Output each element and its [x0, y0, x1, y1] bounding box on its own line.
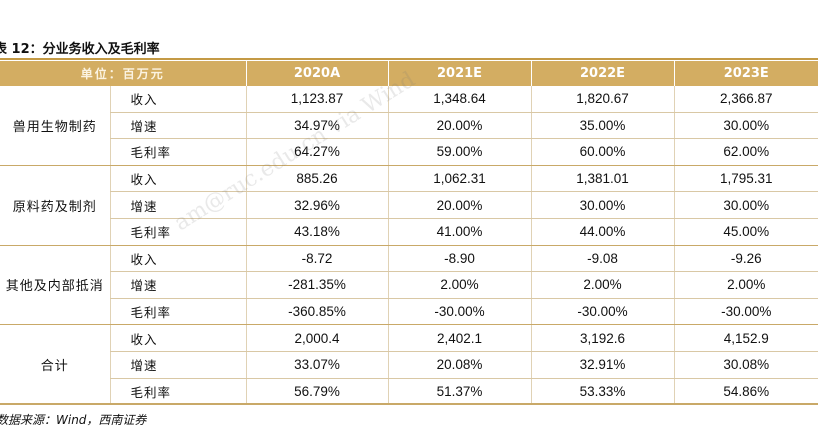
value-cell: 1,820.67 [530, 86, 675, 113]
segment-name-cell: 其他及内部抵消 [0, 245, 110, 326]
metric-label-cell: 增速 [109, 271, 247, 299]
value-cell: 1,348.64 [387, 86, 532, 113]
value-cell: 2,000.4 [245, 324, 389, 352]
table-row: 毛利率 56.79% 51.37% 53.33% 54.86% [0, 378, 819, 406]
value-cell: 51.37% [387, 378, 532, 406]
value-cell: 33.07% [245, 351, 389, 379]
value-cell: 2.00% [530, 271, 675, 299]
value-cell: 32.96% [245, 191, 389, 219]
value-cell: 64.27% [245, 138, 389, 166]
segment-revenue-table: 单位：百万元 2020A 2021E 2022E 2023E 兽用生物制药 收入 1… [0, 61, 819, 406]
value-cell: 59.00% [387, 138, 532, 166]
value-cell: 45.00% [673, 218, 819, 246]
value-cell: 20.00% [387, 191, 532, 219]
metric-label-cell: 增速 [109, 191, 247, 219]
metric-label-cell: 收入 [109, 245, 247, 273]
table-body: 兽用生物制药 收入 1,123.87 1,348.64 1,820.67 2,366.87… [0, 86, 819, 406]
value-cell: 1,381.01 [530, 165, 675, 193]
table-row: 增速 33.07% 20.08% 32.91% 30.08% [0, 351, 819, 379]
value-cell: 56.79% [245, 378, 389, 406]
metric-label-cell: 毛利率 [109, 378, 247, 406]
value-cell: 30.00% [673, 112, 819, 140]
caption-divider [0, 58, 818, 60]
metric-label-cell: 毛利率 [109, 298, 247, 326]
value-cell: 1,123.87 [245, 86, 389, 113]
table-row: 其他及内部抵消 收入 -8.72 -8.90 -9.08 -9.26 [0, 245, 819, 326]
value-cell: 1,062.31 [387, 165, 532, 193]
source-note: 数据来源：Wind，西南证券 [0, 413, 147, 427]
metric-label-cell: 收入 [109, 324, 247, 352]
value-cell: 20.00% [387, 112, 532, 140]
value-cell: 53.33% [530, 378, 675, 406]
year-header-2021e: 2021E [387, 61, 532, 86]
segment-name-cell: 原料药及制剂 [0, 165, 110, 246]
value-cell: -281.35% [245, 271, 389, 299]
value-cell: -9.26 [673, 245, 819, 273]
table-caption: 表 12：分业务收入及毛利率 [0, 42, 160, 57]
value-cell: 2.00% [387, 271, 532, 299]
value-cell: 60.00% [530, 138, 675, 166]
value-cell: 30.00% [673, 191, 819, 219]
table-row: 毛利率 43.18% 41.00% 44.00% 45.00% [0, 218, 819, 246]
value-cell: 43.18% [245, 218, 389, 246]
value-cell: 32.91% [530, 351, 675, 379]
value-cell: 1,795.31 [673, 165, 819, 193]
year-header-2023e: 2023E [673, 61, 819, 86]
value-cell: 2.00% [673, 271, 819, 299]
table-row: 增速 32.96% 20.00% 30.00% 30.00% [0, 191, 819, 219]
value-cell: 62.00% [673, 138, 819, 166]
table-bottom-rule [0, 403, 818, 404]
value-cell: 885.26 [245, 165, 389, 193]
value-cell: -8.72 [245, 245, 389, 273]
metric-label-cell: 收入 [109, 165, 247, 193]
unit-header: 单位：百万元 [0, 61, 247, 86]
table-row: 兽用生物制药 收入 1,123.87 1,348.64 1,820.67 2,366.87 [0, 86, 819, 166]
year-header-2022e: 2022E [530, 61, 675, 86]
year-header-2020a: 2020A [245, 61, 389, 86]
value-cell: 2,366.87 [673, 86, 819, 113]
metric-label-cell: 收入 [109, 86, 247, 113]
metric-label-cell: 增速 [109, 351, 247, 379]
value-cell: 4,152.9 [673, 324, 819, 352]
value-cell: -30.00% [530, 298, 675, 326]
value-cell: 34.97% [245, 112, 389, 140]
table-row: 原料药及制剂 收入 885.26 1,062.31 1,381.01 1,795.31 [0, 165, 819, 246]
value-cell: -30.00% [387, 298, 532, 326]
table-row: 增速 -281.35% 2.00% 2.00% 2.00% [0, 271, 819, 299]
value-cell: 44.00% [530, 218, 675, 246]
value-cell: 35.00% [530, 112, 675, 140]
table-row: 毛利率 64.27% 59.00% 60.00% 62.00% [0, 138, 819, 166]
segment-name-cell: 兽用生物制药 [0, 86, 110, 166]
metric-label-cell: 毛利率 [109, 218, 247, 246]
value-cell: 20.08% [387, 351, 532, 379]
value-cell: 30.00% [530, 191, 675, 219]
value-cell: 2,402.1 [387, 324, 532, 352]
value-cell: 41.00% [387, 218, 532, 246]
value-cell: 3,192.6 [530, 324, 675, 352]
value-cell: -360.85% [245, 298, 389, 326]
value-cell: -8.90 [387, 245, 532, 273]
metric-label-cell: 毛利率 [109, 138, 247, 166]
segment-name-cell: 合计 [0, 324, 110, 406]
metric-label-cell: 增速 [109, 112, 247, 140]
table-header-row: 单位：百万元 2020A 2021E 2022E 2023E [0, 61, 819, 86]
value-cell: 30.08% [673, 351, 819, 379]
table-row: 合计 收入 2,000.4 2,402.1 3,192.6 4,152.9 [0, 324, 819, 406]
value-cell: 54.86% [673, 378, 819, 406]
table-row: 增速 34.97% 20.00% 35.00% 30.00% [0, 112, 819, 140]
table-row: 毛利率 -360.85% -30.00% -30.00% -30.00% [0, 298, 819, 326]
value-cell: -9.08 [530, 245, 675, 273]
value-cell: -30.00% [673, 298, 819, 326]
